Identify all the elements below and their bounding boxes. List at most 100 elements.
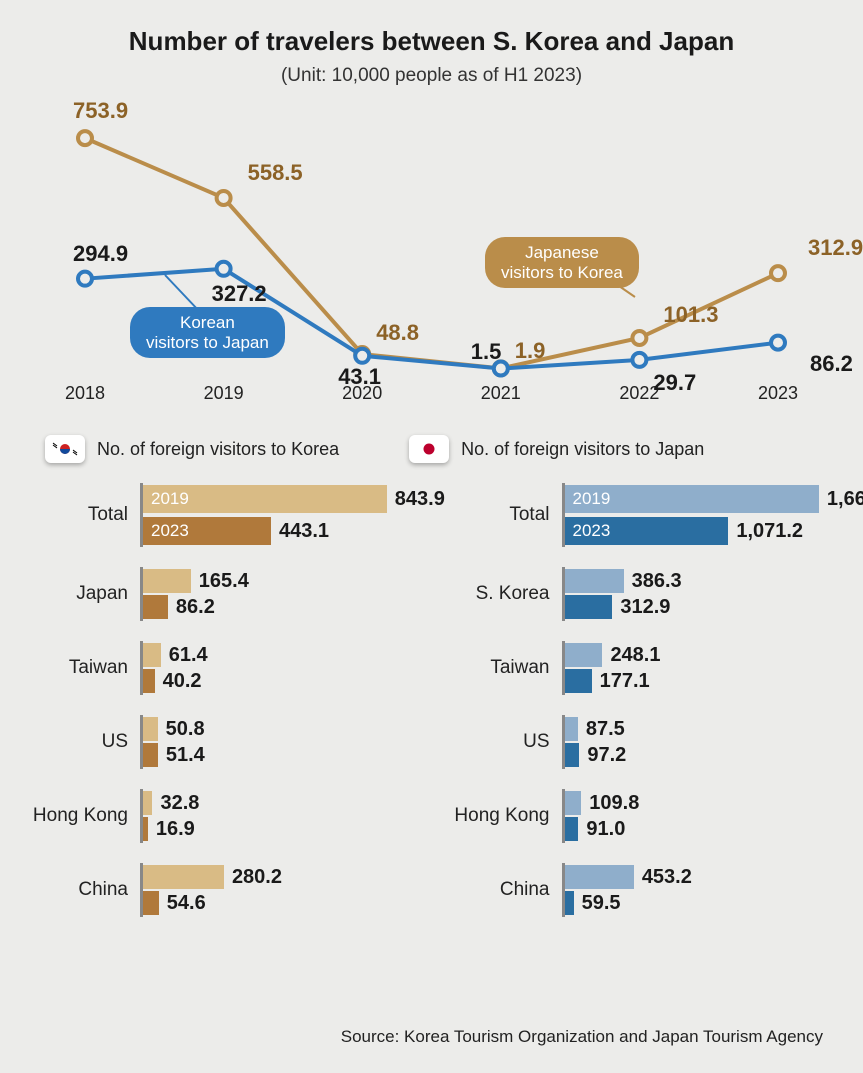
bar-row: Taiwan61.440.2	[20, 641, 422, 695]
data-label: 48.8	[376, 320, 419, 346]
bar-row-label: Taiwan	[442, 657, 562, 679]
japan-flag-icon	[409, 435, 449, 463]
bar-2023: 59.5	[565, 891, 574, 915]
bar-value: 248.1	[610, 644, 660, 667]
x-axis-label: 2021	[481, 383, 521, 404]
bar-2019: 50.8	[143, 717, 158, 741]
bar-row-label: Taiwan	[20, 657, 140, 679]
data-label: 294.9	[73, 241, 128, 267]
data-label: 1.5	[471, 339, 502, 365]
bar-row: Taiwan248.1177.1	[442, 641, 844, 695]
bar-2023: 177.1	[565, 669, 592, 693]
bar-2019: 280.2	[143, 865, 224, 889]
korea-flag-icon	[45, 435, 85, 463]
bar-row: Hong Kong32.816.9	[20, 789, 422, 843]
bar-row-label: Hong Kong	[20, 805, 140, 827]
bar-row: China453.259.5	[442, 863, 844, 917]
legend-korea-label: No. of foreign visitors to Korea	[97, 439, 339, 460]
data-label: 312.9	[808, 235, 863, 261]
x-axis-label: 2019	[204, 383, 244, 404]
bar-value: 50.8	[166, 718, 205, 741]
bar-panel-korea: Total2019843.92023443.1Japan165.486.2Tai…	[20, 483, 422, 937]
bar-row: Total2019843.92023443.1	[20, 483, 422, 547]
bar-row-label: S. Korea	[442, 583, 562, 605]
series-callout: Koreanvisitors to Japan	[130, 307, 285, 358]
data-label: 86.2	[810, 351, 853, 377]
x-axis-label: 2018	[65, 383, 105, 404]
bar-year-label: 2023	[151, 521, 189, 541]
bar-2023: 16.9	[143, 817, 148, 841]
bar-2023: 97.2	[565, 743, 580, 767]
bar-row-label: Total	[442, 504, 562, 526]
bar-value: 59.5	[582, 892, 621, 915]
series-callout: Japanesevisitors to Korea	[485, 237, 639, 288]
bar-2019: 386.3	[565, 569, 624, 593]
bar-value: 109.8	[589, 792, 639, 815]
bar-value: 177.1	[600, 670, 650, 693]
bar-2023: 2023443.1	[143, 517, 271, 545]
bar-2019: 87.5	[565, 717, 578, 741]
bar-row-label: Hong Kong	[442, 805, 562, 827]
data-label: 1.9	[515, 338, 546, 364]
bar-row: China280.254.6	[20, 863, 422, 917]
bar-2019: 20191,663.4	[565, 485, 819, 513]
bar-2023: 86.2	[143, 595, 168, 619]
data-label: 753.9	[73, 98, 128, 124]
bar-year-label: 2019	[573, 489, 611, 509]
bar-row: Total20191,663.420231,071.2	[442, 483, 844, 547]
bar-value: 86.2	[176, 596, 215, 619]
bar-2019: 248.1	[565, 643, 603, 667]
legend-korea: No. of foreign visitors to Korea	[45, 435, 339, 463]
bar-value: 54.6	[167, 892, 206, 915]
data-label: 29.7	[653, 370, 696, 396]
bar-value: 386.3	[632, 570, 682, 593]
bar-panel-japan: Total20191,663.420231,071.2S. Korea386.3…	[442, 483, 844, 937]
data-label: 327.2	[212, 281, 267, 307]
legend-row: No. of foreign visitors to Korea No. of …	[45, 435, 818, 463]
bar-value: 1,663.4	[827, 488, 863, 511]
bar-row: Japan165.486.2	[20, 567, 422, 621]
bar-panels: Total2019843.92023443.1Japan165.486.2Tai…	[20, 483, 843, 937]
bar-row-label: China	[442, 879, 562, 901]
bar-2019: 109.8	[565, 791, 582, 815]
bar-row: US50.851.4	[20, 715, 422, 769]
bar-2023: 312.9	[565, 595, 613, 619]
bar-value: 453.2	[642, 866, 692, 889]
bar-row: US87.597.2	[442, 715, 844, 769]
data-label: 43.1	[338, 364, 381, 390]
bar-2023: 51.4	[143, 743, 158, 767]
data-label: 101.3	[663, 302, 718, 328]
bar-value: 843.9	[395, 488, 445, 511]
bar-value: 61.4	[169, 644, 208, 667]
bar-2023: 20231,071.2	[565, 517, 729, 545]
bar-2019: 32.8	[143, 791, 152, 815]
bar-value: 87.5	[586, 718, 625, 741]
bar-2019: 453.2	[565, 865, 634, 889]
bar-2019: 61.4	[143, 643, 161, 667]
chart-subtitle: (Unit: 10,000 people as of H1 2023)	[0, 65, 863, 87]
bar-value: 443.1	[279, 520, 329, 543]
bar-value: 280.2	[232, 866, 282, 889]
bar-value: 16.9	[156, 818, 195, 841]
bar-2023: 91.0	[565, 817, 579, 841]
x-axis-label: 2023	[758, 383, 798, 404]
bar-row-label: US	[442, 731, 562, 753]
bar-row-label: China	[20, 879, 140, 901]
bar-value: 51.4	[166, 744, 205, 767]
bar-2019: 165.4	[143, 569, 191, 593]
bar-year-label: 2019	[151, 489, 189, 509]
bar-year-label: 2023	[573, 521, 611, 541]
bar-value: 1,071.2	[736, 520, 803, 543]
bar-2023: 54.6	[143, 891, 159, 915]
legend-japan-label: No. of foreign visitors to Japan	[461, 439, 704, 460]
bar-row-label: Japan	[20, 583, 140, 605]
bar-row: S. Korea386.3312.9	[442, 567, 844, 621]
bar-value: 32.8	[160, 792, 199, 815]
legend-japan: No. of foreign visitors to Japan	[409, 435, 704, 463]
bar-value: 312.9	[620, 596, 670, 619]
bar-row-label: US	[20, 731, 140, 753]
bar-value: 97.2	[587, 744, 626, 767]
line-chart: 201820192020202120222023753.9558.548.81.…	[45, 107, 818, 417]
bar-row: Hong Kong109.891.0	[442, 789, 844, 843]
bar-row-label: Total	[20, 504, 140, 526]
